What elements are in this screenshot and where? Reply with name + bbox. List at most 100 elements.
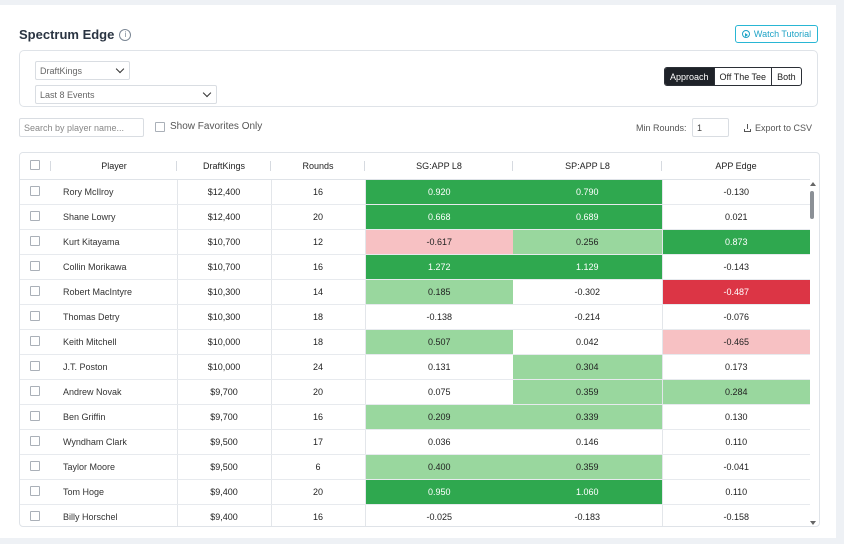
player-name[interactable]: Andrew Novak xyxy=(51,379,178,405)
app-edge-cell: 0.873 xyxy=(661,229,810,255)
salary-cell: $9,400 xyxy=(177,479,272,505)
download-icon xyxy=(744,124,752,132)
sg-app-cell: 0.036 xyxy=(364,429,513,455)
range-select[interactable]: Last 8 Events xyxy=(35,85,217,104)
row-select-cell xyxy=(20,304,51,330)
table-row[interactable]: Taylor Moore $9,500 6 0.400 0.359 -0.041 xyxy=(20,454,810,480)
player-name[interactable]: Taylor Moore xyxy=(51,454,178,480)
player-name[interactable]: Wyndham Clark xyxy=(51,429,178,455)
player-name[interactable]: J.T. Poston xyxy=(51,354,178,380)
salary-cell: $10,000 xyxy=(177,354,272,380)
rounds-cell: 16 xyxy=(271,179,365,205)
row-checkbox[interactable] xyxy=(30,186,40,196)
player-name[interactable]: Tom Hoge xyxy=(51,479,178,505)
watch-tutorial-button[interactable]: Watch Tutorial xyxy=(735,25,818,43)
table-row[interactable]: Andrew Novak $9,700 20 0.075 0.359 0.284 xyxy=(20,379,810,405)
segment-off-the-tee[interactable]: Off The Tee xyxy=(713,68,772,85)
player-name[interactable]: Robert MacIntyre xyxy=(51,279,178,305)
app-edge-cell: 0.021 xyxy=(661,204,810,230)
scrollbar-thumb[interactable] xyxy=(810,191,814,219)
player-name[interactable]: Thomas Detry xyxy=(51,304,178,330)
player-name[interactable]: Rory McIlroy xyxy=(51,179,178,205)
row-checkbox[interactable] xyxy=(30,361,40,371)
sp-app-cell: 0.146 xyxy=(513,429,662,455)
row-checkbox[interactable] xyxy=(30,411,40,421)
info-icon[interactable]: i xyxy=(119,28,132,41)
row-select-cell xyxy=(20,179,51,205)
salary-cell: $9,700 xyxy=(177,404,272,430)
table-row[interactable]: Tom Hoge $9,400 20 0.950 1.060 0.110 xyxy=(20,479,810,505)
sg-app-cell: 0.920 xyxy=(364,179,513,205)
segment-both[interactable]: Both xyxy=(771,68,801,85)
sg-app-cell: 0.950 xyxy=(364,479,513,505)
row-checkbox[interactable] xyxy=(30,486,40,496)
player-name[interactable]: Keith Mitchell xyxy=(51,329,178,355)
table-scrollbar[interactable] xyxy=(808,179,817,527)
select-all-checkbox[interactable] xyxy=(30,160,40,170)
row-select-cell xyxy=(20,279,51,305)
play-icon xyxy=(741,30,750,38)
min-rounds-input[interactable] xyxy=(692,118,729,137)
column-header-player[interactable]: Player xyxy=(51,153,177,180)
app-edge-cell: -0.143 xyxy=(661,254,810,280)
favorites-label: Show Favorites Only xyxy=(170,121,263,132)
rounds-cell: 16 xyxy=(271,404,365,430)
salary-cell: $12,400 xyxy=(177,204,272,230)
sp-app-cell: 0.790 xyxy=(513,179,662,205)
scroll-up-icon[interactable] xyxy=(810,182,816,186)
app-edge-cell: 0.110 xyxy=(661,479,810,505)
row-checkbox[interactable] xyxy=(30,336,40,346)
column-header-app-edge[interactable]: APP Edge xyxy=(662,153,810,180)
row-select-cell xyxy=(20,404,51,430)
rounds-cell: 16 xyxy=(271,504,365,526)
player-name[interactable]: Kurt Kitayama xyxy=(51,229,178,255)
column-header-sg-app[interactable]: SG:APP L8 xyxy=(365,153,513,180)
table-row[interactable]: Keith Mitchell $10,000 18 0.507 0.042 -0.465 xyxy=(20,329,810,355)
player-name[interactable]: Shane Lowry xyxy=(51,204,178,230)
title-row: Spectrum Edge i xyxy=(19,27,132,42)
table-row[interactable]: Kurt Kitayama $10,700 12 -0.617 0.256 0.873 xyxy=(20,229,810,255)
row-checkbox[interactable] xyxy=(30,261,40,271)
salary-cell: $10,000 xyxy=(177,329,272,355)
table-row[interactable]: Thomas Detry $10,300 18 -0.138 -0.214 -0.076 xyxy=(20,304,810,330)
sp-app-cell: 0.339 xyxy=(513,404,662,430)
row-checkbox[interactable] xyxy=(30,211,40,221)
rounds-cell: 20 xyxy=(271,204,365,230)
favorites-toggle[interactable]: Show Favorites Only xyxy=(155,121,262,132)
rounds-cell: 14 xyxy=(271,279,365,305)
column-header-sp-app[interactable]: SP:APP L8 xyxy=(513,153,662,180)
scroll-down-icon[interactable] xyxy=(810,521,816,525)
rounds-cell: 16 xyxy=(271,254,365,280)
app-edge-cell: 0.110 xyxy=(661,429,810,455)
table-row[interactable]: Rory McIlroy $12,400 16 0.920 0.790 -0.130 xyxy=(20,179,810,205)
site-select[interactable]: DraftKings xyxy=(35,61,130,80)
table-row[interactable]: Robert MacIntyre $10,300 14 0.185 -0.302 -0.4… xyxy=(20,279,810,305)
table-row[interactable]: J.T. Poston $10,000 24 0.131 0.304 0.173 xyxy=(20,354,810,380)
row-checkbox[interactable] xyxy=(30,311,40,321)
player-name[interactable]: Billy Horschel xyxy=(51,504,178,526)
player-name[interactable]: Ben Griffin xyxy=(51,404,178,430)
segment-approach[interactable]: Approach xyxy=(665,68,714,85)
row-checkbox[interactable] xyxy=(30,236,40,246)
stat-segment-control: Approach Off The Tee Both xyxy=(664,67,802,86)
row-checkbox[interactable] xyxy=(30,386,40,396)
table-row[interactable]: Collin Morikawa $10,700 16 1.272 1.129 -0.143 xyxy=(20,254,810,280)
row-select-cell xyxy=(20,229,51,255)
search-input[interactable] xyxy=(19,118,144,137)
salary-cell: $9,500 xyxy=(177,429,272,455)
column-header-salary[interactable]: DraftKings xyxy=(177,153,271,180)
player-name[interactable]: Collin Morikawa xyxy=(51,254,178,280)
column-header-rounds[interactable]: Rounds xyxy=(271,153,365,180)
table-row[interactable]: Shane Lowry $12,400 20 0.668 0.689 0.021 xyxy=(20,204,810,230)
salary-cell: $10,300 xyxy=(177,279,272,305)
favorites-checkbox[interactable] xyxy=(155,121,165,132)
table-row[interactable]: Ben Griffin $9,700 16 0.209 0.339 0.130 xyxy=(20,404,810,430)
row-checkbox[interactable] xyxy=(30,436,40,446)
row-checkbox[interactable] xyxy=(30,286,40,296)
table-row[interactable]: Billy Horschel $9,400 16 -0.025 -0.183 -0.158 xyxy=(20,504,810,526)
row-checkbox[interactable] xyxy=(30,511,40,521)
export-csv-button[interactable]: Export to CSV xyxy=(744,123,812,133)
row-checkbox[interactable] xyxy=(30,461,40,471)
table-row[interactable]: Wyndham Clark $9,500 17 0.036 0.146 0.110 xyxy=(20,429,810,455)
sp-app-cell: 0.042 xyxy=(513,329,662,355)
